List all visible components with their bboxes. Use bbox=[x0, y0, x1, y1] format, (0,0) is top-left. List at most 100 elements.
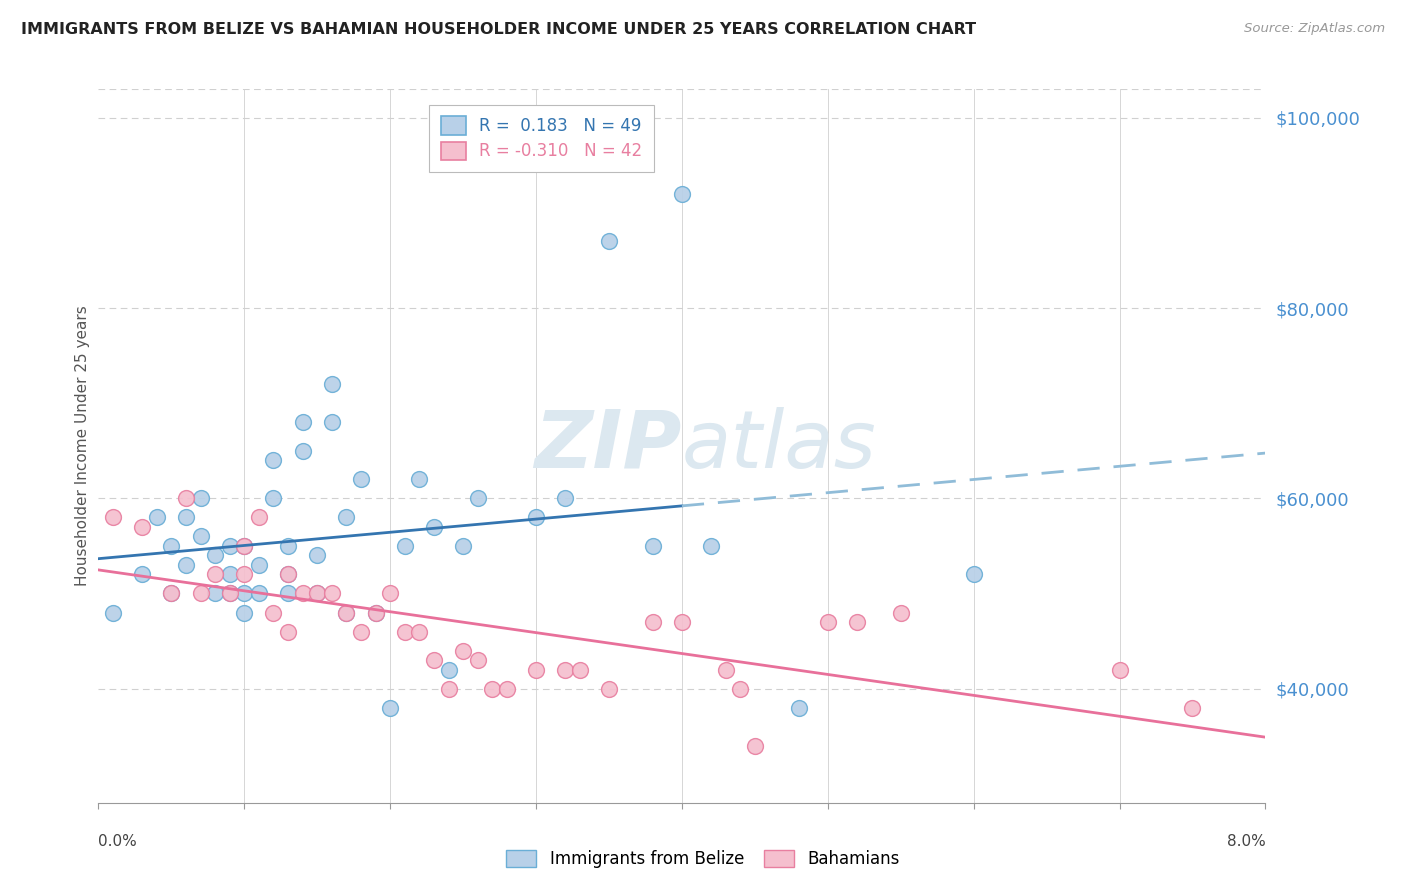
Point bbox=[671, 186, 693, 201]
Point bbox=[160, 586, 183, 600]
Legend: Immigrants from Belize, Bahamians: Immigrants from Belize, Bahamians bbox=[499, 843, 907, 875]
Point bbox=[598, 235, 620, 249]
Point bbox=[204, 549, 226, 563]
Point bbox=[291, 586, 314, 600]
Point bbox=[728, 681, 751, 696]
Point bbox=[321, 415, 343, 429]
Point bbox=[364, 606, 387, 620]
Point bbox=[350, 472, 373, 486]
Point bbox=[190, 491, 212, 506]
Point bbox=[451, 539, 474, 553]
Point bbox=[962, 567, 984, 582]
Point bbox=[174, 491, 197, 506]
Point bbox=[700, 539, 723, 553]
Point bbox=[204, 586, 226, 600]
Point bbox=[131, 520, 153, 534]
Point bbox=[437, 681, 460, 696]
Point bbox=[408, 472, 430, 486]
Point bbox=[131, 567, 153, 582]
Point bbox=[335, 606, 357, 620]
Point bbox=[247, 558, 270, 572]
Point bbox=[394, 539, 416, 553]
Point bbox=[233, 539, 256, 553]
Point bbox=[233, 539, 256, 553]
Point bbox=[568, 663, 591, 677]
Text: IMMIGRANTS FROM BELIZE VS BAHAMIAN HOUSEHOLDER INCOME UNDER 25 YEARS CORRELATION: IMMIGRANTS FROM BELIZE VS BAHAMIAN HOUSE… bbox=[21, 22, 976, 37]
Point bbox=[364, 606, 387, 620]
Text: atlas: atlas bbox=[682, 407, 877, 485]
Point bbox=[437, 663, 460, 677]
Point bbox=[671, 615, 693, 629]
Point bbox=[174, 510, 197, 524]
Point bbox=[817, 615, 839, 629]
Point bbox=[277, 539, 299, 553]
Point bbox=[321, 586, 343, 600]
Point bbox=[277, 567, 299, 582]
Point bbox=[423, 653, 446, 667]
Point bbox=[174, 558, 197, 572]
Point bbox=[321, 377, 343, 392]
Text: Source: ZipAtlas.com: Source: ZipAtlas.com bbox=[1244, 22, 1385, 36]
Point bbox=[714, 663, 737, 677]
Point bbox=[481, 681, 503, 696]
Point bbox=[277, 624, 299, 639]
Point bbox=[233, 567, 256, 582]
Point bbox=[846, 615, 869, 629]
Point bbox=[247, 586, 270, 600]
Point bbox=[598, 681, 620, 696]
Point bbox=[218, 586, 240, 600]
Point bbox=[247, 510, 270, 524]
Y-axis label: Householder Income Under 25 years: Householder Income Under 25 years bbox=[75, 306, 90, 586]
Point bbox=[262, 453, 284, 467]
Point bbox=[218, 539, 240, 553]
Point bbox=[408, 624, 430, 639]
Point bbox=[291, 443, 314, 458]
Point bbox=[307, 586, 329, 600]
Point bbox=[218, 567, 240, 582]
Point bbox=[1181, 700, 1204, 714]
Text: 8.0%: 8.0% bbox=[1226, 834, 1265, 849]
Point bbox=[101, 606, 124, 620]
Point bbox=[204, 567, 226, 582]
Point bbox=[277, 586, 299, 600]
Text: 0.0%: 0.0% bbox=[98, 834, 138, 849]
Legend: R =  0.183   N = 49, R = -0.310   N = 42: R = 0.183 N = 49, R = -0.310 N = 42 bbox=[429, 104, 654, 172]
Text: ZIP: ZIP bbox=[534, 407, 682, 485]
Point bbox=[160, 586, 183, 600]
Point bbox=[496, 681, 519, 696]
Point bbox=[350, 624, 373, 639]
Point bbox=[307, 549, 329, 563]
Point bbox=[1108, 663, 1130, 677]
Point bbox=[190, 529, 212, 543]
Point bbox=[641, 615, 664, 629]
Point bbox=[890, 606, 912, 620]
Point bbox=[291, 415, 314, 429]
Point bbox=[524, 510, 547, 524]
Point bbox=[378, 586, 402, 600]
Point bbox=[190, 586, 212, 600]
Point bbox=[451, 643, 474, 657]
Point bbox=[554, 491, 576, 506]
Point bbox=[787, 700, 810, 714]
Point bbox=[335, 510, 357, 524]
Point bbox=[641, 539, 664, 553]
Point bbox=[277, 567, 299, 582]
Point bbox=[394, 624, 416, 639]
Point bbox=[467, 491, 489, 506]
Point bbox=[101, 510, 124, 524]
Point bbox=[218, 586, 240, 600]
Point bbox=[744, 739, 766, 753]
Point bbox=[262, 606, 284, 620]
Point bbox=[423, 520, 446, 534]
Point bbox=[524, 663, 547, 677]
Point bbox=[467, 653, 489, 667]
Point bbox=[307, 586, 329, 600]
Point bbox=[335, 606, 357, 620]
Point bbox=[146, 510, 169, 524]
Point bbox=[378, 700, 402, 714]
Point bbox=[160, 539, 183, 553]
Point bbox=[233, 586, 256, 600]
Point bbox=[554, 663, 576, 677]
Point bbox=[262, 491, 284, 506]
Point bbox=[233, 606, 256, 620]
